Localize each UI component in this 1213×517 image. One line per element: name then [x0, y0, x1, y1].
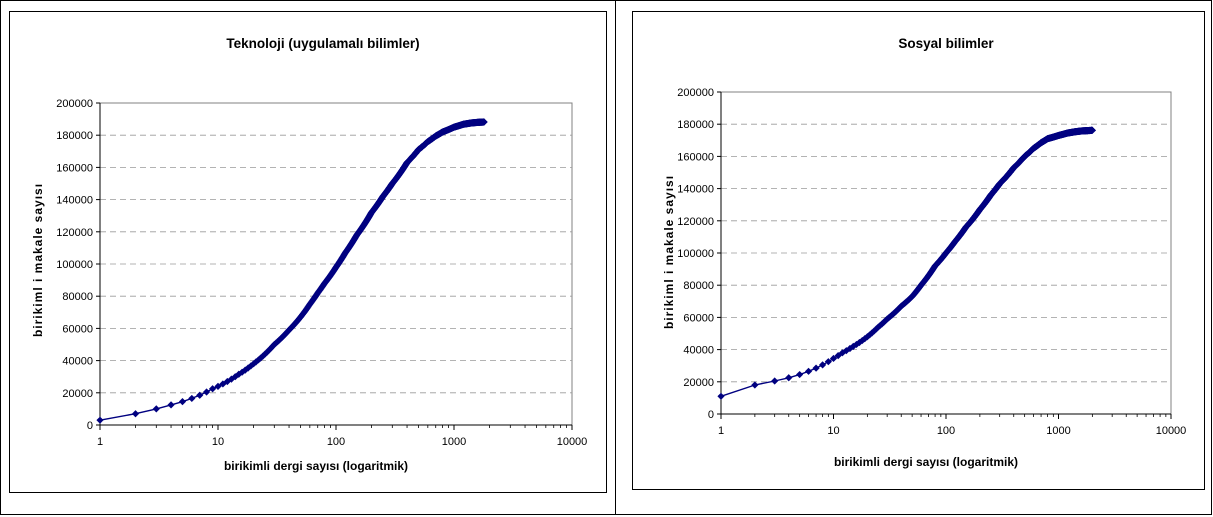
y-axis-title: birikiml i makale sayısı	[31, 183, 45, 337]
chart-panel-right: 0 20000 40000 60000 80000 100000 120000 140000 1…	[615, 0, 1212, 515]
y-axis-title: birikiml i makale sayısı	[662, 175, 676, 329]
chart-title: Teknoloji (uygulamalı bilimler)	[226, 36, 419, 51]
data-point-diamond	[717, 392, 725, 400]
y-tick-label: 120000	[56, 227, 93, 239]
data-point-diamond	[196, 391, 204, 399]
data-point-diamond	[214, 382, 222, 390]
data-point-diamond	[846, 344, 854, 353]
y-tick-label: 160000	[677, 151, 714, 163]
y-tick-label: 0	[708, 409, 714, 421]
data-point-diamond	[771, 377, 779, 385]
x-tick-label: 10000	[557, 436, 588, 448]
x-tick-label: 10000	[1156, 425, 1187, 437]
y-tick-label: 40000	[683, 345, 714, 357]
chart-panel-left: 0 20000 40000 60000 80000 100000 120000 140000 1…	[0, 0, 616, 515]
data-point-diamond	[863, 333, 871, 341]
data-point-diamond	[824, 358, 832, 366]
y-tick-label: 180000	[677, 119, 714, 131]
data-point-diamond	[804, 367, 813, 375]
data-point-diamond	[829, 354, 838, 363]
chart-sosyal-bilimler: 0 20000 40000 60000 80000 100000 120000 140000 1…	[662, 36, 1187, 469]
chart-frame-right: 0 20000 40000 60000 80000 100000 120000 140000 1…	[632, 11, 1205, 490]
data-point-diamond	[1088, 126, 1096, 134]
y-tick-label: 100000	[56, 259, 93, 271]
y-tick-label: 20000	[62, 388, 93, 400]
y-tick-label: 80000	[62, 291, 93, 303]
data-point-diamond	[785, 374, 793, 382]
chart-frame-left: 0 20000 40000 60000 80000 100000 120000 140000 1…	[9, 11, 607, 493]
y-tick-label: 60000	[683, 312, 714, 324]
x-tick-label: 100	[327, 436, 345, 448]
y-tick-label: 140000	[677, 184, 714, 196]
chart-teknoloji: 0 20000 40000 60000 80000 100000 120000 140000 1…	[31, 36, 588, 473]
y-tick-label: 140000	[56, 195, 93, 207]
data-point-diamond	[167, 401, 175, 409]
data-point-diamond	[188, 394, 196, 403]
data-point-diamond	[231, 373, 239, 381]
data-point-diamond	[861, 335, 869, 343]
x-axis-title: birikimli dergi sayısı (logaritmik)	[834, 455, 1018, 469]
y-tick-label: 80000	[683, 280, 714, 292]
x-tick-label: 1	[718, 425, 724, 437]
data-point-diamond	[866, 331, 874, 339]
y-tick-label: 120000	[677, 216, 714, 228]
data-point-diamond	[259, 352, 267, 360]
y-tick-label: 20000	[683, 377, 714, 389]
data-point-diamond	[178, 398, 187, 406]
data-point-diamond	[244, 364, 252, 372]
data-point-diamond	[751, 381, 759, 389]
data-point-diamond	[223, 377, 231, 386]
data-point-diamond	[247, 362, 255, 370]
x-tick-label: 1000	[1046, 425, 1070, 437]
data-point-diamond	[96, 416, 104, 424]
x-tick-label: 1000	[442, 436, 466, 448]
x-tick-label: 10	[827, 425, 839, 437]
data-point-diamond	[480, 118, 488, 126]
chart-title: Sosyal bilimler	[898, 36, 994, 51]
x-tick-label: 100	[937, 425, 955, 437]
data-point-diamond	[261, 350, 269, 358]
x-tick-label: 10	[212, 436, 224, 448]
y-tick-label: 100000	[677, 248, 714, 260]
data-point-diamond	[834, 352, 842, 360]
data-point-diamond	[235, 370, 243, 378]
y-tick-label: 60000	[62, 323, 93, 335]
y-tick-label: 200000	[677, 87, 714, 99]
y-tick-label: 200000	[56, 98, 93, 110]
y-tick-label: 180000	[56, 130, 93, 142]
y-tick-label: 0	[87, 420, 93, 432]
data-point-diamond	[202, 388, 211, 396]
x-axis-title: birikimli dergi sayısı (logaritmik)	[224, 459, 408, 473]
x-tick-label: 1	[97, 436, 103, 448]
y-tick-label: 40000	[62, 356, 93, 368]
y-tick-label: 160000	[56, 162, 93, 174]
data-point-diamond	[152, 405, 160, 413]
data-point-diamond	[131, 410, 140, 418]
data-point-diamond	[796, 370, 804, 379]
data-point-diamond	[265, 346, 273, 354]
data-point-diamond	[209, 385, 217, 393]
